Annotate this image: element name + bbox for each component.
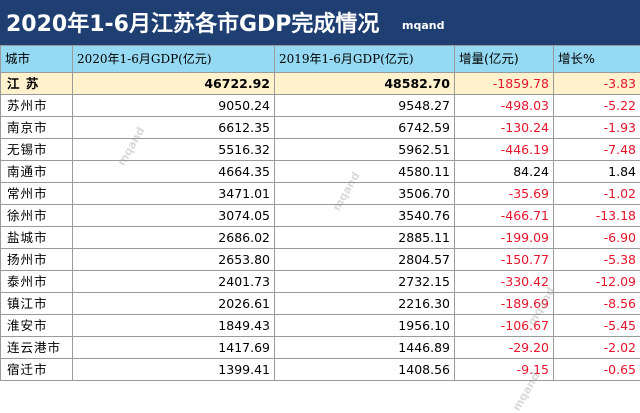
- increase-cell: -9.15: [455, 359, 554, 381]
- city-cell: 宿迁市: [1, 359, 73, 381]
- gdp-2020-cell: 1417.69: [73, 337, 275, 359]
- column-header-increase: 增量(亿元): [455, 46, 554, 73]
- city-cell: 常州市: [1, 183, 73, 205]
- growth-cell: -3.83: [554, 73, 640, 95]
- gdp-2019-cell: 4580.11: [275, 161, 455, 183]
- increase-cell: -189.69: [455, 293, 554, 315]
- city-cell: 南通市: [1, 161, 73, 183]
- growth-cell: -13.18: [554, 205, 640, 227]
- increase-cell: -35.69: [455, 183, 554, 205]
- column-header-gdp-2019: 2019年1-6月GDP(亿元): [275, 46, 455, 73]
- table-header-row: 城市 2020年1-6月GDP(亿元) 2019年1-6月GDP(亿元) 增量(…: [1, 46, 640, 73]
- increase-cell: 84.24: [455, 161, 554, 183]
- gdp-2020-cell: 9050.24: [73, 95, 275, 117]
- increase-cell: -498.03: [455, 95, 554, 117]
- gdp-2020-cell: 2653.80: [73, 249, 275, 271]
- increase-cell: -199.09: [455, 227, 554, 249]
- growth-cell: -1.93: [554, 117, 640, 139]
- gdp-table: 城市 2020年1-6月GDP(亿元) 2019年1-6月GDP(亿元) 增量(…: [0, 45, 640, 381]
- city-cell: 苏州市: [1, 95, 73, 117]
- column-header-growth: 增长%: [554, 46, 640, 73]
- city-cell: 扬州市: [1, 249, 73, 271]
- gdp-2020-cell: 2026.61: [73, 293, 275, 315]
- gdp-2020-cell: 1399.41: [73, 359, 275, 381]
- gdp-2020-cell: 5516.32: [73, 139, 275, 161]
- column-header-city: 城市: [1, 46, 73, 73]
- gdp-2019-cell: 1446.89: [275, 337, 455, 359]
- growth-cell: -5.22: [554, 95, 640, 117]
- city-cell: 江 苏: [1, 73, 73, 95]
- city-cell: 镇江市: [1, 293, 73, 315]
- gdp-2019-cell: 3540.76: [275, 205, 455, 227]
- growth-cell: -7.48: [554, 139, 640, 161]
- growth-cell: -6.90: [554, 227, 640, 249]
- gdp-2020-cell: 6612.35: [73, 117, 275, 139]
- gdp-2019-cell: 2804.57: [275, 249, 455, 271]
- gdp-2020-cell: 3074.05: [73, 205, 275, 227]
- gdp-2019-cell: 5962.51: [275, 139, 455, 161]
- gdp-2019-cell: 48582.70: [275, 73, 455, 95]
- increase-cell: -130.24: [455, 117, 554, 139]
- increase-cell: -466.71: [455, 205, 554, 227]
- gdp-2019-cell: 2216.30: [275, 293, 455, 315]
- increase-cell: -446.19: [455, 139, 554, 161]
- increase-cell: -150.77: [455, 249, 554, 271]
- growth-cell: 1.84: [554, 161, 640, 183]
- city-cell: 连云港市: [1, 337, 73, 359]
- city-cell: 盐城市: [1, 227, 73, 249]
- increase-cell: -29.20: [455, 337, 554, 359]
- increase-cell: -1859.78: [455, 73, 554, 95]
- gdp-2020-cell: 46722.92: [73, 73, 275, 95]
- gdp-2020-cell: 4664.35: [73, 161, 275, 183]
- growth-cell: -5.45: [554, 315, 640, 337]
- gdp-2019-cell: 6742.59: [275, 117, 455, 139]
- city-cell: 徐州市: [1, 205, 73, 227]
- gdp-2019-cell: 2732.15: [275, 271, 455, 293]
- growth-cell: -1.02: [554, 183, 640, 205]
- gdp-2019-cell: 1956.10: [275, 315, 455, 337]
- gdp-2019-cell: 1408.56: [275, 359, 455, 381]
- city-cell: 淮安市: [1, 315, 73, 337]
- gdp-2019-cell: 2885.11: [275, 227, 455, 249]
- title-bar: 2020年1-6月江苏各市GDP完成情况 mqand: [0, 0, 640, 45]
- growth-cell: -5.38: [554, 249, 640, 271]
- city-cell: 无锡市: [1, 139, 73, 161]
- watermark-label: mqand: [402, 19, 444, 32]
- gdp-2020-cell: 2401.73: [73, 271, 275, 293]
- growth-cell: -8.56: [554, 293, 640, 315]
- column-header-gdp-2020: 2020年1-6月GDP(亿元): [73, 46, 275, 73]
- page-title: 2020年1-6月江苏各市GDP完成情况: [6, 6, 379, 38]
- gdp-2019-cell: 3506.70: [275, 183, 455, 205]
- gdp-2020-cell: 1849.43: [73, 315, 275, 337]
- gdp-2020-cell: 2686.02: [73, 227, 275, 249]
- growth-cell: -12.09: [554, 271, 640, 293]
- growth-cell: -2.02: [554, 337, 640, 359]
- growth-cell: -0.65: [554, 359, 640, 381]
- city-cell: 泰州市: [1, 271, 73, 293]
- gdp-2020-cell: 3471.01: [73, 183, 275, 205]
- increase-cell: -106.67: [455, 315, 554, 337]
- city-cell: 南京市: [1, 117, 73, 139]
- increase-cell: -330.42: [455, 271, 554, 293]
- gdp-2019-cell: 9548.27: [275, 95, 455, 117]
